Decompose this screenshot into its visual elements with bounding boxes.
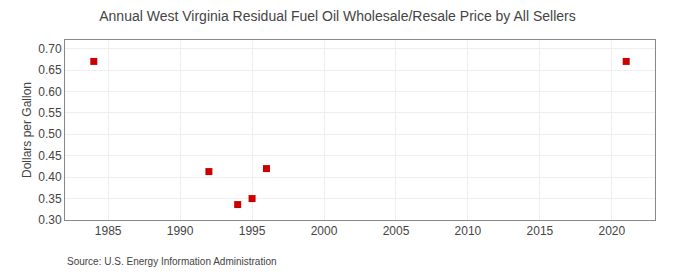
svg-text:2015: 2015 — [527, 224, 554, 238]
svg-text:0.50: 0.50 — [38, 127, 62, 141]
svg-text:2010: 2010 — [455, 224, 482, 238]
svg-text:0.35: 0.35 — [38, 192, 62, 206]
svg-text:2005: 2005 — [383, 224, 410, 238]
svg-text:Annual West Virginia Residual: Annual West Virginia Residual Fuel Oil W… — [99, 8, 575, 24]
svg-text:0.40: 0.40 — [38, 170, 62, 184]
svg-text:2000: 2000 — [311, 224, 338, 238]
svg-text:0.30: 0.30 — [38, 213, 62, 227]
svg-text:2020: 2020 — [598, 224, 625, 238]
svg-text:0.45: 0.45 — [38, 149, 62, 163]
svg-text:Dollars per Gallon: Dollars per Gallon — [20, 82, 34, 178]
svg-text:1985: 1985 — [95, 224, 122, 238]
svg-text:1995: 1995 — [239, 224, 266, 238]
svg-text:0.55: 0.55 — [38, 106, 62, 120]
svg-text:0.65: 0.65 — [38, 63, 62, 77]
svg-text:Source: U.S. Energy Informatio: Source: U.S. Energy Information Administ… — [67, 256, 277, 267]
svg-text:1990: 1990 — [167, 224, 194, 238]
svg-text:0.60: 0.60 — [38, 85, 62, 99]
svg-text:0.70: 0.70 — [38, 42, 62, 56]
